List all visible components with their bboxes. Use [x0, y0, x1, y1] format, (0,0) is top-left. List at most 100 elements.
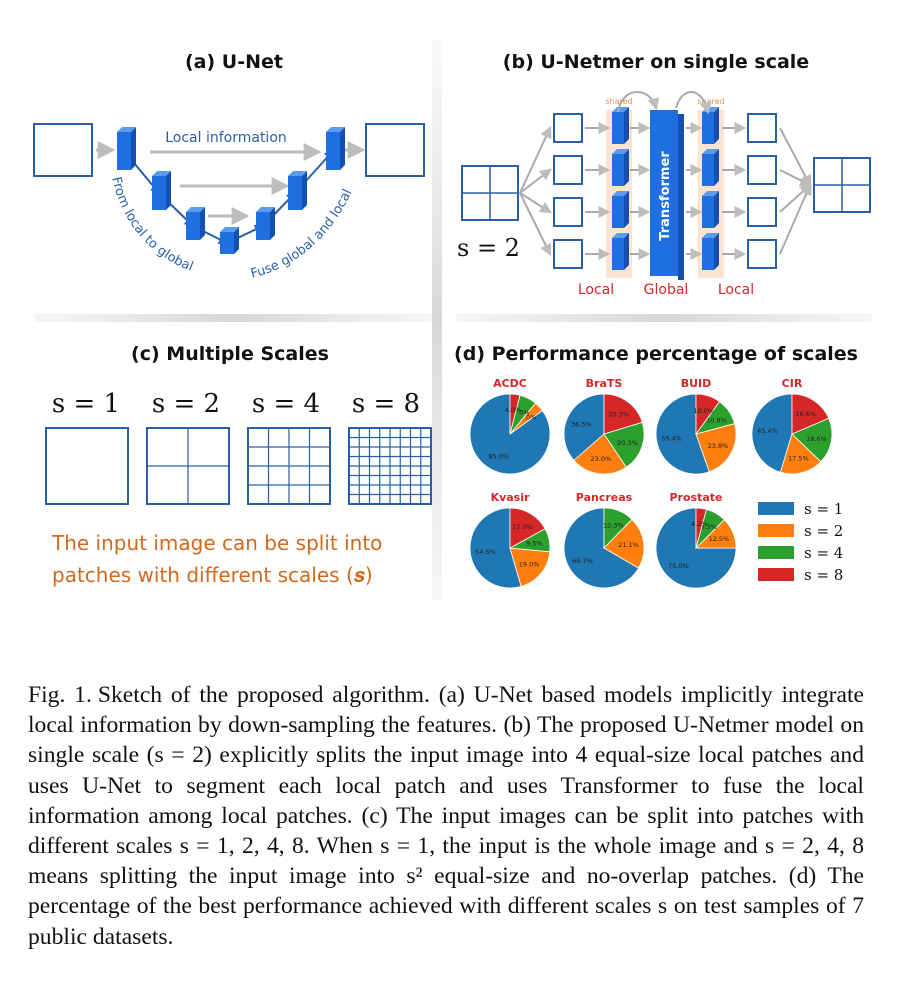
- pie-label: 85.0%: [488, 453, 509, 461]
- pie-slice: [791, 417, 833, 463]
- scale-grid-1: [45, 427, 129, 505]
- pie-label: 55.4%: [661, 435, 682, 443]
- scale-label-2: s = 2: [152, 389, 220, 419]
- pie-slice: [469, 507, 522, 589]
- divider-right: [456, 314, 872, 322]
- pie-label: 4.2%: [691, 520, 708, 528]
- pie-slice: [751, 393, 793, 473]
- from-local-to-global-label: From local to global: [108, 175, 195, 274]
- feature-block: [702, 154, 714, 186]
- pie-slice: [695, 393, 721, 436]
- legend-swatch: [758, 502, 794, 515]
- pie-label: 75.0%: [668, 562, 689, 570]
- feature-block: [612, 112, 624, 144]
- caption-text: Sketch of the proposed algorithm. (a) U-…: [28, 682, 865, 950]
- pie-label: 10.8%: [706, 416, 727, 424]
- pie-slice: [695, 507, 707, 549]
- pie-title: ACDC: [493, 377, 527, 390]
- patch-in: [553, 113, 583, 143]
- feature-block: [256, 212, 270, 240]
- patch-out: [747, 239, 777, 269]
- pie-pancreas: Pancreas 66.7% 21.1% 12.3%: [563, 491, 645, 589]
- pie-prostate: Prostate 75.0% 12.5% 8.3%4.2%: [655, 491, 737, 589]
- scale-s2-label: s = 2: [457, 234, 520, 262]
- legend-label: s = 4: [804, 544, 843, 562]
- pie-slice: [695, 423, 737, 473]
- patch-out: [747, 113, 777, 143]
- local-information-label: Local information: [165, 130, 287, 146]
- local-label-left: Local: [578, 282, 614, 298]
- output-box: [365, 123, 425, 177]
- split-note-line1: The input image can be split into: [51, 531, 382, 555]
- pie-label: 66.7%: [572, 557, 593, 565]
- pie-label: 45.4%: [757, 427, 778, 435]
- feature-block: [612, 154, 624, 186]
- transformer-block: [650, 110, 678, 276]
- split-note-line2: patches with different scales (𝒔): [52, 563, 373, 587]
- pie-slice: [509, 547, 551, 587]
- pie-title: Prostate: [670, 491, 723, 504]
- panel-c: (c) Multiple Scales s = 1 s = 2 s = 4 s …: [45, 343, 432, 587]
- vertical-divider: [432, 40, 442, 600]
- pie-label: 10.0%: [693, 407, 714, 415]
- split-arrow: [519, 125, 552, 194]
- pie-title: BUID: [681, 377, 712, 390]
- pie-title: Kvasir: [491, 491, 530, 504]
- pie-acdc: ACDC 85.0% 4.0%7.0%4.0%: [469, 377, 551, 475]
- pie-slice: [563, 393, 605, 461]
- patch-in: [553, 155, 583, 185]
- patch-in: [553, 197, 583, 227]
- feature-block: [288, 176, 302, 210]
- pie-label: 4.0%: [505, 406, 522, 414]
- pie-label: 9.5%: [526, 539, 543, 547]
- pie-label: 12.5%: [709, 535, 730, 543]
- legend-label: s = 8: [804, 566, 843, 584]
- global-label: Global: [644, 282, 689, 298]
- patch-out: [747, 155, 777, 185]
- legend-label: s = 1: [804, 500, 843, 518]
- pie-label: 23.8%: [708, 442, 729, 450]
- caption-label: Fig. 1.: [28, 682, 92, 708]
- shared-label-left: shared: [605, 97, 632, 106]
- pie-slice: [573, 433, 627, 475]
- pie-slice: [563, 507, 640, 589]
- split-arrow: [519, 192, 552, 257]
- merge-arrow: [779, 183, 812, 213]
- pie-title: BraTS: [586, 377, 623, 390]
- pie-slice: [603, 507, 633, 549]
- scale-label-8: s = 8: [352, 389, 420, 419]
- panel-a: (a) U-Net Local information From local t…: [33, 51, 425, 282]
- legend-label: s = 2: [804, 522, 843, 540]
- pie-label: 7.0%: [513, 408, 530, 416]
- pie-label: 20.3%: [617, 439, 638, 447]
- pie-slice: [791, 393, 830, 435]
- panel-d: (d) Performance percentage of scales ACD…: [454, 343, 858, 589]
- panel-b: (b) U-Netmer on single scale shared shar…: [457, 51, 871, 298]
- pie-slice: [603, 421, 645, 468]
- pie-label: 36.5%: [571, 420, 592, 428]
- transformer-label: Transformer: [658, 151, 673, 241]
- scale-label-1: s = 1: [52, 389, 120, 419]
- pie-label: 17.5%: [788, 454, 809, 462]
- pie-slice: [779, 433, 822, 475]
- pie-label: 54.5%: [475, 548, 496, 556]
- legend-swatch: [758, 568, 794, 581]
- input-box: [33, 123, 93, 177]
- panel-b-title: (b) U-Netmer on single scale: [503, 51, 809, 73]
- pie-slice: [509, 507, 546, 549]
- pie-kvasir: Kvasir 54.5% 19.0% 9.5% 17.0%: [469, 491, 551, 589]
- panel-c-title: (c) Multiple Scales: [131, 343, 329, 365]
- figure-caption: Fig. 1. Sketch of the proposed algorithm.…: [28, 680, 864, 952]
- legend-swatch: [758, 546, 794, 559]
- figure-canvas: (a) U-Net Local information From local t…: [33, 40, 872, 600]
- feature-block: [702, 196, 714, 228]
- pie-label: 23.0%: [590, 455, 611, 463]
- feature-block: [326, 132, 340, 170]
- patch-in: [553, 239, 583, 269]
- pie-label: 19.0%: [519, 560, 540, 568]
- pie-label: 4.0%: [520, 414, 537, 422]
- feature-block: [612, 196, 624, 228]
- merge-arrow: [779, 169, 813, 187]
- feature-block: [117, 132, 131, 170]
- scale-label-4: s = 4: [252, 389, 320, 419]
